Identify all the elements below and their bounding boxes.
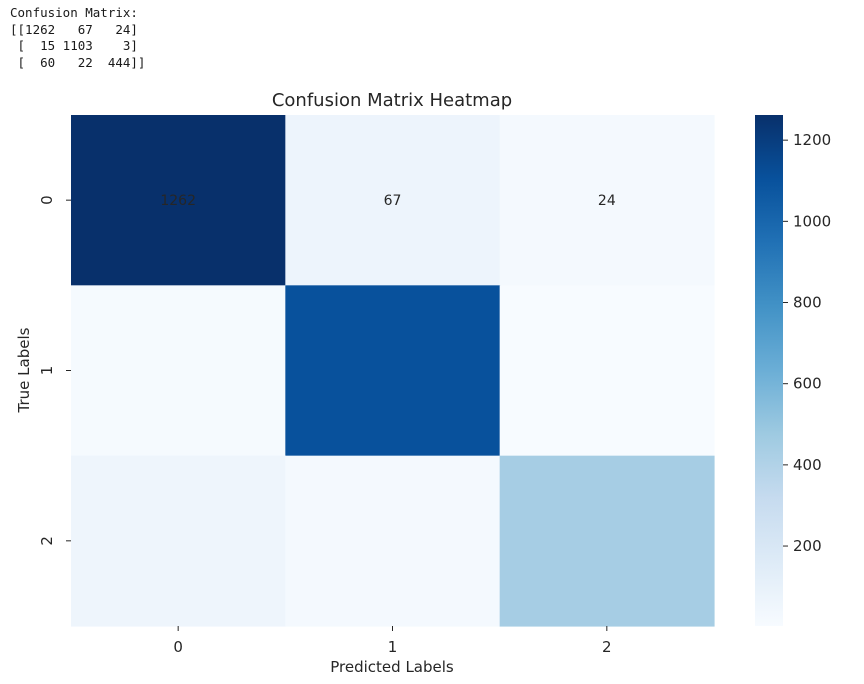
cell-annotation: 1262: [160, 193, 196, 209]
chart-title: Confusion Matrix Heatmap: [272, 90, 512, 111]
y-tick-label: 1: [38, 366, 56, 376]
x-axis-ticks: 0 1 2: [173, 625, 612, 656]
y-tick-label: 0: [38, 195, 56, 205]
x-tick-label: 2: [602, 638, 612, 656]
heatmap-cell: [499, 285, 715, 457]
colorbar-tick-label: 1000: [793, 212, 831, 230]
y-axis-ticks: 0 1 2: [38, 195, 71, 546]
x-axis-label: Predicted Labels: [330, 658, 454, 676]
colorbar-tick-label: 800: [793, 294, 822, 312]
y-tick-label: 2: [38, 536, 56, 546]
heatmap-cell: [285, 455, 501, 627]
heatmap-cell: [285, 285, 501, 457]
console-line: [ 15 1103 3]: [10, 38, 138, 53]
console-output: Confusion Matrix: [[1262 67 24] [ 15 110…: [10, 5, 145, 71]
console-line: [ 60 22 444]]: [10, 54, 146, 70]
console-line: [[1262 67 24]: [10, 21, 138, 37]
colorbar-ticks: 200 400 600 800 1000 1200: [783, 131, 831, 555]
colorbar: [755, 115, 783, 626]
x-tick-label: 0: [173, 638, 183, 656]
colorbar-tick-label: 400: [793, 456, 822, 474]
heatmap-cell: [499, 455, 715, 627]
cell-annotations: 1262 67 24: [160, 193, 615, 209]
colorbar-tick-label: 1200: [793, 131, 831, 149]
colorbar-tick-label: 200: [793, 537, 822, 555]
console-line: Confusion Matrix:: [10, 5, 138, 20]
cell-annotation: 24: [598, 193, 616, 209]
heatmap-cell: [71, 455, 286, 627]
y-axis-label: True Labels: [15, 327, 33, 413]
heatmap-cell: [499, 115, 715, 286]
heatmap-cells: [71, 115, 715, 627]
cell-annotation: 67: [384, 193, 402, 209]
heatmap-cell: [71, 285, 286, 457]
heatmap-cell: [285, 115, 501, 286]
x-tick-label: 1: [388, 638, 398, 656]
colorbar-tick-label: 600: [793, 375, 822, 393]
heatmap-cell: [71, 115, 286, 286]
